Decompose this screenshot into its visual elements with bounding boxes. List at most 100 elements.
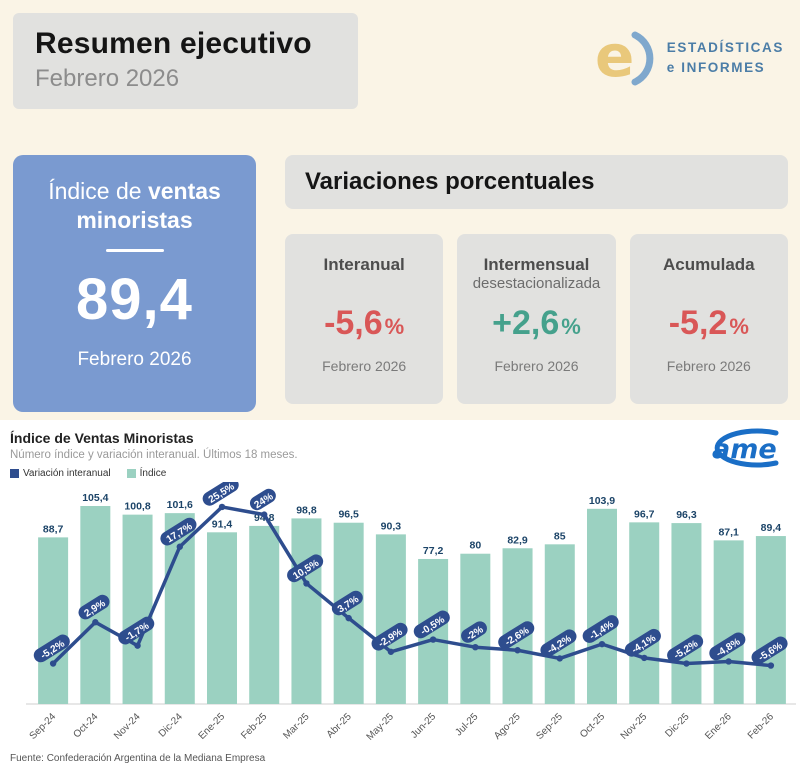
sales-chart: 88,7 Sep-24 105,4 Oct-24 100,8 Nov-24 101,6 Dic… bbox=[26, 482, 796, 743]
percent-sign: % bbox=[384, 314, 405, 339]
index-title-regular: Índice de bbox=[48, 178, 148, 204]
x-axis-label: May-25 bbox=[365, 711, 397, 743]
bar-label: 90,3 bbox=[381, 520, 402, 532]
variation-value: -5,2% bbox=[630, 304, 788, 343]
x-axis-label: Sep-24 bbox=[28, 711, 59, 742]
source-footer: Fuente: Confederación Argentina de la Me… bbox=[10, 753, 266, 764]
x-axis-label: Dic-24 bbox=[157, 711, 186, 740]
bar-label: 82,9 bbox=[507, 534, 528, 546]
x-axis-label: Jun-25 bbox=[409, 711, 439, 741]
line-point bbox=[176, 543, 183, 550]
line-point bbox=[472, 644, 479, 651]
line-point bbox=[92, 619, 99, 626]
bar-label: 101,6 bbox=[167, 499, 193, 511]
bar-label: 96,5 bbox=[338, 509, 359, 521]
legend-label-indice: Índice bbox=[139, 468, 167, 479]
bar bbox=[291, 518, 322, 704]
variation-card-interanual: Interanual -5,6% Febrero 2026 bbox=[285, 234, 444, 404]
bar bbox=[122, 514, 153, 704]
legend-item-indice: Índice bbox=[126, 468, 167, 479]
variation-number: -5,6 bbox=[324, 304, 383, 342]
variation-label: Intermensual desestacionalizada bbox=[457, 254, 615, 298]
legend-item-variacion: Variación interanual bbox=[10, 468, 111, 479]
bar bbox=[249, 525, 280, 704]
line-point-label: 24% bbox=[249, 488, 276, 511]
variation-period: Febrero 2026 bbox=[494, 358, 579, 374]
legend-swatch-indice bbox=[126, 469, 136, 478]
variation-card-intermensual: Intermensual desestacionalizada +2,6% Fe… bbox=[457, 234, 616, 404]
bar-label: 98,8 bbox=[296, 504, 317, 516]
chart-subtitle: Número índice y variación interanual. Úl… bbox=[10, 449, 298, 461]
x-axis-label: Feb-25 bbox=[239, 711, 269, 741]
variations-cards: Interanual -5,6% Febrero 2026 Intermensu… bbox=[285, 234, 788, 404]
chart-panel: Índice de Ventas Minoristas Número índic… bbox=[0, 420, 800, 772]
line-path bbox=[51, 505, 773, 668]
x-axis-label: Nov-24 bbox=[112, 711, 143, 742]
legend-swatch-variacion bbox=[10, 469, 19, 478]
line-point bbox=[49, 660, 57, 667]
brand-text: ESTADÍSTICAS e INFORMES bbox=[667, 38, 784, 79]
x-axis-label: Ene-26 bbox=[703, 711, 734, 742]
bar-label: 100,8 bbox=[124, 501, 150, 513]
line-point bbox=[556, 655, 563, 662]
x-axis-label: Abr-25 bbox=[325, 711, 354, 740]
variation-number: -5,2 bbox=[668, 304, 728, 342]
line-point bbox=[598, 640, 606, 648]
header-card: Resumen ejecutivo Febrero 2026 bbox=[13, 13, 358, 109]
page-title: Resumen ejecutivo bbox=[35, 27, 312, 60]
x-axis-label: Oct-25 bbox=[578, 711, 607, 740]
line-point bbox=[303, 580, 310, 587]
bar bbox=[544, 544, 575, 704]
came-logo-text: ame bbox=[712, 434, 777, 465]
bar-label: 87,1 bbox=[718, 526, 739, 538]
brand-line1: ESTADÍSTICAS bbox=[666, 39, 784, 55]
line-point bbox=[387, 648, 395, 655]
line-point bbox=[345, 614, 352, 622]
bar-label: 91,4 bbox=[212, 518, 233, 530]
variation-period: Febrero 2026 bbox=[666, 358, 751, 374]
x-axis-label: Ene-25 bbox=[197, 711, 228, 742]
came-logo-arc bbox=[714, 428, 779, 468]
x-axis-label: Jul-25 bbox=[453, 711, 480, 738]
bar-label: 85 bbox=[554, 530, 566, 542]
x-axis-label: Feb-26 bbox=[746, 711, 776, 741]
index-value: 89,4 bbox=[76, 266, 193, 332]
chart-title: Índice de Ventas Minoristas bbox=[10, 430, 194, 446]
line-point bbox=[641, 654, 648, 662]
x-axis-label: Nov-25 bbox=[619, 711, 650, 742]
x-axis-label: Sep-25 bbox=[534, 711, 565, 742]
estadisticas-logo: e ESTADÍSTICAS e INFORMES bbox=[593, 26, 784, 90]
line-point bbox=[683, 660, 690, 667]
line-point bbox=[429, 636, 437, 643]
bar bbox=[38, 537, 69, 704]
index-title-line2: minoristas bbox=[76, 206, 193, 233]
bar-label: 77,2 bbox=[423, 545, 444, 557]
bar bbox=[755, 536, 786, 704]
x-axis-label: Mar-25 bbox=[281, 711, 311, 741]
index-card: Índice de ventas minoristas 89,4 Febrero… bbox=[13, 155, 256, 412]
bar-label: 89,4 bbox=[761, 522, 782, 534]
line-point bbox=[767, 662, 775, 669]
index-period: Febrero 2026 bbox=[77, 348, 192, 370]
index-title-bold: ventas bbox=[147, 178, 221, 204]
x-axis-label: Oct-24 bbox=[71, 711, 100, 740]
line-point bbox=[218, 503, 226, 511]
divider bbox=[105, 248, 164, 252]
bar-label: 96,7 bbox=[634, 508, 655, 520]
bar-label: 103,9 bbox=[589, 495, 615, 507]
bar bbox=[713, 540, 744, 704]
brand-line2: e INFORMES bbox=[666, 60, 766, 75]
variation-number: +2,6 bbox=[492, 304, 560, 342]
logo-letter-e: e bbox=[595, 26, 634, 90]
bar bbox=[671, 523, 702, 704]
bar bbox=[375, 534, 406, 704]
bar bbox=[207, 532, 237, 704]
bar-label: 105,4 bbox=[82, 492, 108, 504]
variation-label: Interanual bbox=[323, 255, 405, 274]
index-card-title: Índice de ventas minoristas bbox=[13, 177, 256, 235]
bar bbox=[629, 522, 660, 704]
line-point bbox=[725, 658, 732, 665]
estadisticas-logo-icon: e bbox=[595, 26, 654, 90]
bar bbox=[587, 508, 617, 704]
x-axis-label: Dic-25 bbox=[663, 711, 692, 740]
